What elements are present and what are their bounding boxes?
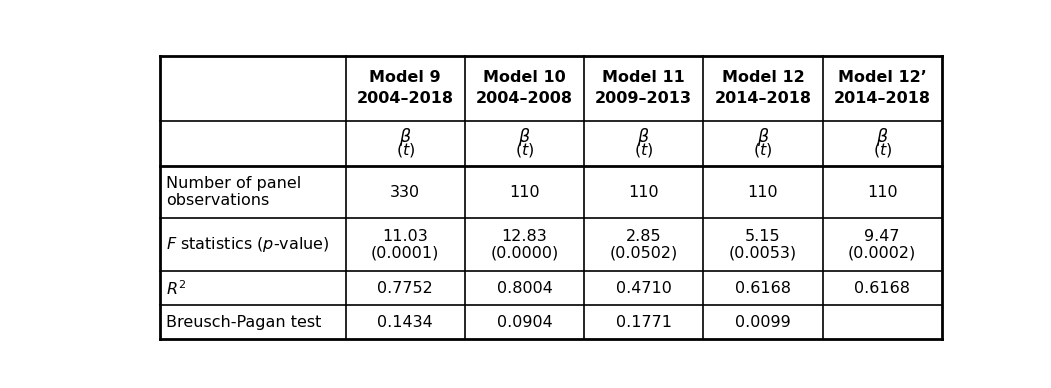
Text: $\beta$: $\beta$ — [875, 126, 888, 148]
Text: 0.1771: 0.1771 — [616, 315, 672, 330]
Text: Number of panel: Number of panel — [166, 175, 302, 191]
Text: Model 12’: Model 12’ — [838, 69, 927, 85]
Text: 2014–2018: 2014–2018 — [715, 92, 811, 106]
Text: 0.4710: 0.4710 — [616, 281, 672, 296]
Text: Model 9: Model 9 — [369, 69, 441, 85]
Text: $(t)$: $(t)$ — [754, 141, 772, 159]
Text: 5.15: 5.15 — [745, 229, 781, 244]
Text: $\beta$: $\beta$ — [518, 126, 531, 148]
Text: 2014–2018: 2014–2018 — [833, 92, 931, 106]
Text: 110: 110 — [509, 185, 540, 199]
Text: $(t)$: $(t)$ — [634, 141, 654, 159]
Text: Breusch-Pagan test: Breusch-Pagan test — [166, 315, 322, 330]
Text: Model 12: Model 12 — [722, 69, 804, 85]
Text: (0.0001): (0.0001) — [371, 246, 439, 261]
Text: (0.0002): (0.0002) — [848, 246, 916, 261]
Text: $F$ statistics ($p$-value): $F$ statistics ($p$-value) — [166, 236, 330, 255]
Text: $\beta$: $\beta$ — [637, 126, 650, 148]
Text: 0.0099: 0.0099 — [735, 315, 790, 330]
Text: observations: observations — [166, 194, 270, 208]
Text: 110: 110 — [867, 185, 898, 199]
Text: 0.8004: 0.8004 — [496, 281, 553, 296]
Text: 0.6168: 0.6168 — [854, 281, 910, 296]
Text: (0.0053): (0.0053) — [729, 246, 797, 261]
Text: 2.85: 2.85 — [626, 229, 661, 244]
Text: 2004–2008: 2004–2008 — [476, 92, 573, 106]
Text: 2004–2018: 2004–2018 — [356, 92, 454, 106]
Text: 110: 110 — [628, 185, 659, 199]
Text: $(t)$: $(t)$ — [515, 141, 534, 159]
Text: Model 11: Model 11 — [602, 69, 685, 85]
Text: $(t)$: $(t)$ — [872, 141, 892, 159]
Text: 0.0904: 0.0904 — [496, 315, 553, 330]
Text: $(t)$: $(t)$ — [395, 141, 415, 159]
Text: 0.1434: 0.1434 — [377, 315, 433, 330]
Text: Model 10: Model 10 — [483, 69, 565, 85]
Text: $R^2$: $R^2$ — [166, 279, 187, 298]
Text: 0.6168: 0.6168 — [735, 281, 791, 296]
Text: 9.47: 9.47 — [865, 229, 900, 244]
Text: (0.0000): (0.0000) — [491, 246, 558, 261]
Text: $\beta$: $\beta$ — [399, 126, 412, 148]
Text: 110: 110 — [747, 185, 779, 199]
Text: 11.03: 11.03 — [383, 229, 428, 244]
Text: 0.7752: 0.7752 — [377, 281, 433, 296]
Text: $\beta$: $\beta$ — [757, 126, 769, 148]
Text: (0.0502): (0.0502) — [610, 246, 678, 261]
Text: 12.83: 12.83 — [501, 229, 548, 244]
Text: 330: 330 — [390, 185, 420, 199]
Text: 2009–2013: 2009–2013 — [595, 92, 693, 106]
